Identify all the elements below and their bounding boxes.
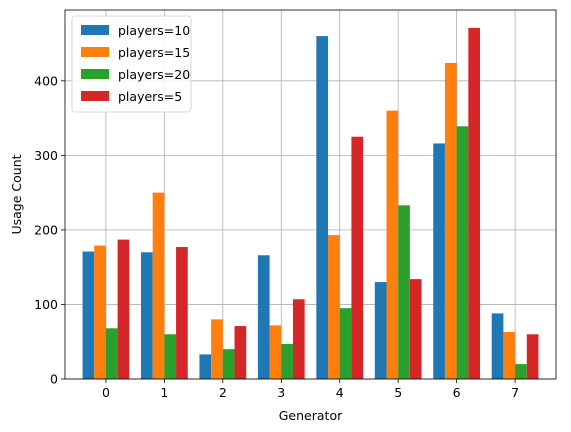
bar: [292, 299, 305, 379]
legend-swatch: [81, 47, 109, 57]
x-tick-label: 5: [394, 385, 402, 400]
x-tick-label: 4: [336, 385, 344, 400]
bar: [176, 247, 188, 379]
bar: [526, 334, 539, 379]
bar: [94, 245, 106, 379]
x-axis-ticks: 0 1 2 3 4 5 6 7: [102, 379, 519, 400]
y-tick-label: 100: [34, 297, 58, 312]
bar: [152, 192, 165, 379]
bar: [374, 282, 387, 379]
plot-frame: [64, 9, 557, 380]
y-tick-label: 300: [34, 148, 58, 163]
legend-label: players=10: [118, 23, 190, 38]
bar: [222, 349, 235, 379]
bar: [257, 255, 270, 379]
bars: [82, 27, 539, 380]
bar: [444, 62, 457, 379]
bar: [433, 143, 445, 379]
legend-swatch: [81, 69, 109, 79]
bar: [468, 27, 481, 380]
legend-label: players=15: [118, 45, 190, 60]
x-axis-label: Generator: [279, 408, 343, 423]
bar: [117, 239, 130, 379]
x-tick-label: 3: [277, 385, 285, 400]
bar: [491, 313, 504, 379]
bar: [281, 343, 293, 379]
bar: [386, 110, 399, 380]
bar: [140, 252, 153, 379]
bar: [328, 235, 340, 379]
x-tick-label: 2: [219, 385, 227, 400]
x-tick-label: 0: [102, 385, 110, 400]
bar: [82, 251, 95, 379]
bar: [211, 319, 223, 379]
bar: [269, 325, 282, 379]
bar: [456, 126, 469, 379]
bar: [316, 36, 329, 379]
bar: [234, 326, 247, 379]
bar: [398, 205, 410, 379]
legend-label: players=5: [118, 89, 182, 104]
x-tick-label: 6: [453, 385, 461, 400]
y-tick-label: 0: [50, 372, 58, 387]
bar: [199, 354, 212, 379]
legend-swatch: [81, 91, 109, 101]
bar: [409, 279, 422, 379]
bar: [105, 328, 118, 379]
bar: [503, 332, 516, 379]
legend-label: players=20: [118, 67, 190, 82]
y-axis-label: Usage Count: [9, 154, 24, 234]
bar: [351, 136, 364, 379]
y-axis-ticks: 0 100 200 300 400: [34, 73, 65, 387]
y-tick-label: 400: [34, 73, 58, 88]
legend-box: [71, 15, 192, 113]
x-tick-label: 7: [511, 385, 519, 400]
x-tick-label: 1: [160, 385, 168, 400]
legend: players=10 players=15 players=20 players=5: [71, 15, 192, 113]
bar: [164, 334, 177, 379]
y-tick-label: 200: [34, 222, 58, 237]
bar: [339, 308, 352, 379]
bar: [515, 364, 527, 379]
legend-swatch: [81, 25, 109, 35]
